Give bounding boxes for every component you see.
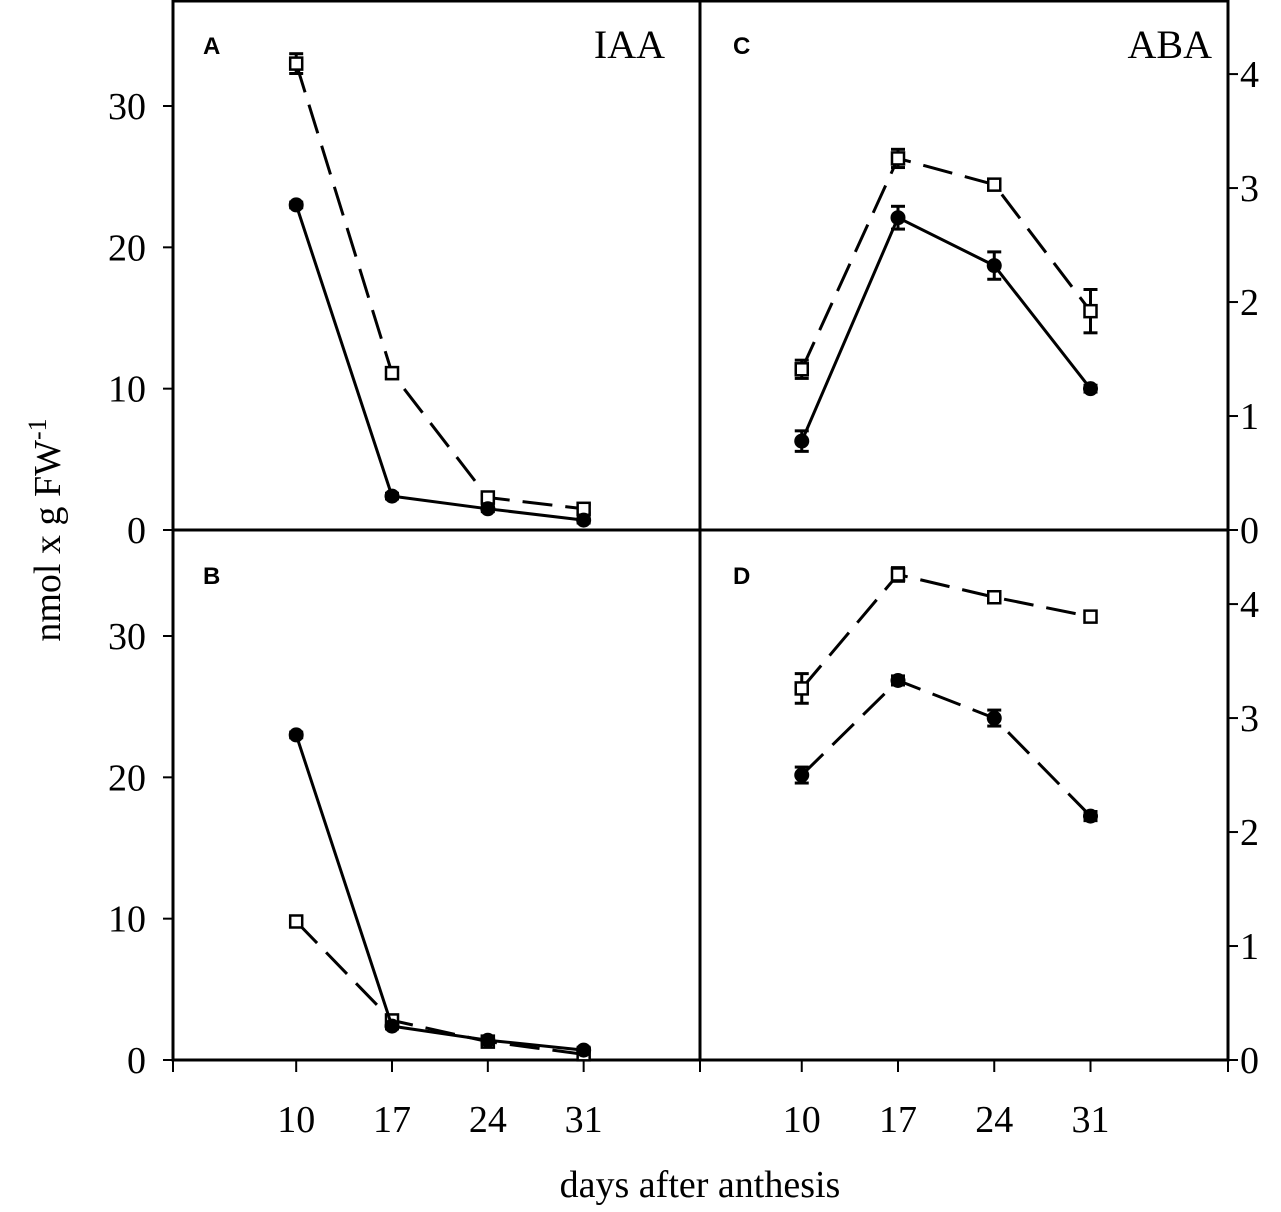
panel-b-series-1-point (576, 1042, 592, 1058)
panel-c-series-0-line (800, 156, 1092, 370)
panel-d-series-1-line (800, 678, 1092, 818)
panel-a-title: IAA (594, 22, 665, 67)
panel-c-series-1-line (800, 215, 1092, 442)
panel-b-x-tick-label: 17 (373, 1099, 411, 1141)
panel-b-x-tick-label: 24 (469, 1099, 507, 1141)
panel-d-series-0-point (987, 589, 1002, 605)
panel-d-series-1-point (794, 767, 810, 783)
panel-a-series-1-point (480, 501, 496, 517)
panel-a-series-1-point (288, 197, 304, 213)
panel-d-series-0-point (794, 681, 809, 696)
panel-c-series-0-point (987, 177, 1002, 192)
y-axis-title: nmol x g FW-1 (23, 418, 69, 641)
panel-d-series-1-point (986, 710, 1002, 726)
y-axis-title-superscript: -1 (23, 418, 52, 440)
panel-c-series-0-point (890, 151, 906, 166)
panel-c-title: ABA (1128, 22, 1213, 67)
panel-a-y-tick-label: 20 (108, 227, 146, 269)
panel-c-series-0-point (1083, 303, 1098, 319)
chart-marks: 0 10 20 30 A IAA 0 10 20 30 10 17 24 31 B 0 1 2 3 4 C ABA 0 1 2 3… (108, 0, 1259, 1141)
panel-b-series-1-point (384, 1018, 400, 1034)
panel-a-series-0-point (384, 365, 400, 381)
panel-c-series-1-point (890, 210, 906, 226)
panel-a-series-1-point (384, 488, 400, 504)
panel-d-x-tick-label: 24 (975, 1099, 1013, 1141)
panel-b-letter: B (203, 563, 220, 590)
panel-c-y-tick-label: 2 (1240, 282, 1259, 324)
panel-c-y-tick-label: 1 (1240, 396, 1259, 438)
panel-b-x-tick-label: 10 (277, 1099, 315, 1141)
panel-d-y-tick-label: 0 (1240, 1040, 1259, 1082)
panel-d-x-tick-label: 17 (879, 1099, 917, 1141)
panel-d-y-tick-label: 1 (1240, 926, 1259, 968)
panel-d-x-tick-label: 10 (783, 1099, 821, 1141)
panel-d-series-0-point (890, 567, 906, 582)
panel-a-series-0-point (288, 56, 304, 71)
panel-d-series-0-point (1083, 609, 1098, 624)
panel-c-letter: C (733, 33, 750, 60)
panel-b-series-0-line (295, 920, 584, 1056)
panel-d-series-1-point (890, 672, 906, 688)
panel-d-y-tick-label: 4 (1240, 584, 1259, 626)
panel-a-y-tick-label: 10 (108, 369, 146, 411)
panel-b-series-1-point (480, 1032, 496, 1048)
panel-a-series-1-point (576, 512, 592, 528)
panel-a-y-tick-label: 30 (108, 86, 146, 128)
panel-c-series-0-point (794, 362, 809, 377)
panel-c-series-1-point (1083, 381, 1098, 397)
panel-c-series-1-point (794, 433, 810, 449)
y-axis-title-main: nmol x g FW (27, 440, 69, 642)
panel-b-y-tick-label: 20 (108, 757, 146, 799)
panel-b-y-tick-label: 0 (127, 1040, 146, 1082)
panel-b-y-tick-label: 30 (108, 616, 146, 658)
panel-c-y-tick-label: 4 (1240, 54, 1259, 96)
panel-b-y-tick-label: 10 (108, 899, 146, 941)
panel-d-letter: D (733, 563, 750, 590)
panel-b-series-0-point (288, 914, 304, 929)
panel-a-y-tick-label: 0 (127, 510, 146, 552)
panel-b-series-1-point (288, 727, 304, 743)
panel-c-y-tick-label: 3 (1240, 168, 1259, 210)
panel-d-x-tick-label: 31 (1072, 1099, 1110, 1141)
panel-d-series-0-line (800, 572, 1091, 690)
panel-d-y-tick-label: 3 (1240, 698, 1259, 740)
panel-a-series-1-line (294, 204, 584, 522)
panel-a-letter: A (203, 33, 220, 60)
panel-d-series-1-point (1083, 808, 1098, 824)
panel-a-series-0-line (294, 63, 584, 511)
panel-d-y-tick-label: 2 (1240, 812, 1259, 854)
panel-b-x-tick-label: 31 (565, 1099, 603, 1141)
x-axis-title: days after anthesis (560, 1164, 841, 1206)
panel-b-series-1-line (294, 734, 584, 1052)
panel-c-y-tick-label: 0 (1240, 510, 1259, 552)
panel-c-series-1-point (986, 258, 1002, 274)
